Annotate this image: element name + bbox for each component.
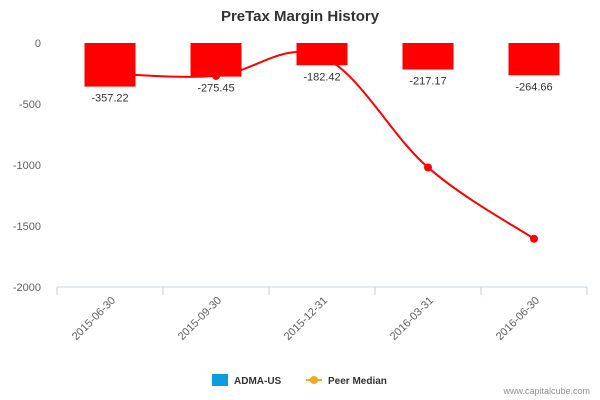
peer-median-point — [530, 234, 538, 243]
bar — [84, 43, 136, 87]
bar-data-label: -264.66 — [515, 81, 552, 93]
credit-text: www.capitalcube.com — [502, 386, 590, 396]
peer-median-point — [212, 71, 220, 80]
legend-swatch-adma — [212, 374, 228, 386]
legend-swatch-peer-median-marker — [310, 376, 318, 384]
y-tick-label: -500 — [19, 99, 41, 111]
x-tick-label: 2016-06-30 — [494, 295, 542, 343]
x-tick-label: 2015-06-30 — [70, 295, 118, 343]
peer-median-series — [106, 50, 538, 243]
y-tick-label: -1500 — [13, 221, 41, 233]
bar — [190, 43, 242, 77]
chart-title: PreTax Margin History — [221, 8, 380, 25]
y-axis: 0 -500 -1000 -1500 -2000 — [13, 38, 41, 294]
bar-series — [84, 43, 560, 87]
bar-data-label: -182.42 — [303, 71, 340, 83]
bar-data-labels: -357.22 -275.45 -182.42 -217.17 -264.66 — [91, 71, 552, 104]
bar-data-label: -217.17 — [409, 75, 446, 87]
peer-median-point — [106, 69, 114, 78]
bar-data-label: -357.22 — [91, 93, 128, 105]
legend: ADMA-US Peer Median — [212, 374, 387, 387]
y-tick-label: -2000 — [13, 282, 41, 294]
x-tick-label: 2015-12-31 — [282, 295, 330, 343]
x-tick-label: 2016-03-31 — [388, 295, 436, 343]
x-tick-label: 2015-09-30 — [176, 295, 224, 343]
bar — [508, 43, 560, 76]
legend-label-peer-median: Peer Median — [328, 376, 387, 387]
peer-median-point — [318, 52, 326, 61]
x-axis: 2015-06-30 2015-09-30 2015-12-31 2016-03-31… — [56, 286, 588, 343]
y-tick-label: -1000 — [13, 160, 41, 172]
peer-median-point — [424, 163, 432, 172]
legend-label-adma: ADMA-US — [234, 376, 282, 387]
bar — [402, 43, 454, 70]
bar-data-label: -275.45 — [197, 83, 234, 95]
y-tick-label: 0 — [35, 38, 41, 50]
